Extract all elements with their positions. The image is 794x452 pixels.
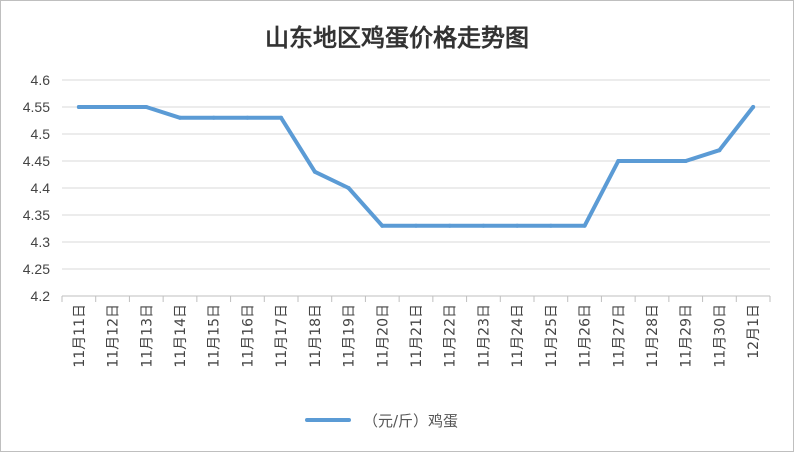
data-point [312,169,317,174]
data-point [481,223,486,228]
x-tick-label: 11月24日 [510,304,526,368]
data-point [380,223,385,228]
data-point [515,223,520,228]
x-tick-label: 11月17日 [274,304,290,368]
data-point [447,223,452,228]
legend-label: （元/斤）鸡蛋 [363,411,459,430]
x-tick-label: 11月27日 [611,304,627,368]
y-tick-label: 4.6 [31,72,51,88]
data-point [76,105,81,109]
y-axis: 4.2 4.25 4.3 4.35 4.4 4.45 4.5 4.55 4.6 [23,72,50,304]
data-point [279,115,284,120]
x-tick-label: 11月23日 [476,304,492,368]
data-point [110,105,115,109]
x-tick-label: 11月12日 [106,304,122,368]
x-tick-label: 11月26日 [578,304,594,368]
y-tick-label: 4.2 [31,288,51,304]
data-point [616,159,621,163]
data-point [650,159,654,163]
x-tick-label: 11月28日 [645,304,661,368]
data-point [751,105,756,109]
data-point [211,115,216,120]
y-tick-label: 4.4 [31,180,51,196]
data-point [245,115,250,120]
x-tick-label: 11月19日 [342,304,358,368]
chart-title: 山东地区鸡蛋价格走势图 [265,24,529,52]
x-tick-label: 11月13日 [139,304,155,368]
x-axis: 11月11日 11月12日 11月13日 11月14日 11月15日 11月16日 11月1… [61,296,771,368]
data-point [717,148,722,153]
y-tick-label: 4.25 [23,261,50,277]
x-tick-label: 12月1日 [746,304,762,359]
data-point [414,223,418,228]
x-tick-label: 11月30日 [712,304,728,368]
y-tick-label: 4.5 [31,126,51,142]
data-point [144,105,149,109]
x-tick-label: 11月18日 [308,304,324,368]
x-tick-label: 11月16日 [240,304,256,368]
data-point [582,223,587,228]
data-point [178,115,182,120]
legend: （元/斤）鸡蛋 [305,410,458,430]
x-tick-label: 11月22日 [443,304,459,368]
series-layer [76,105,756,228]
legend-swatch [305,418,351,422]
data-point [346,186,351,190]
x-tick-label: 11月11日 [72,304,88,368]
x-tick-label: 11月15日 [207,304,223,368]
x-tick-label: 11月14日 [173,304,189,368]
x-tick-label: 11月20日 [375,304,391,368]
y-tick-label: 4.3 [31,234,51,250]
y-tick-label: 4.35 [23,207,50,223]
data-point [683,159,688,163]
x-tick-label: 11月29日 [679,304,695,368]
x-tick-label: 11月21日 [409,304,425,368]
series-line [76,105,756,228]
y-tick-label: 4.55 [23,99,50,115]
x-tick-label: 11月25日 [544,304,560,368]
y-tick-label: 4.45 [23,153,50,169]
data-point [548,223,553,228]
